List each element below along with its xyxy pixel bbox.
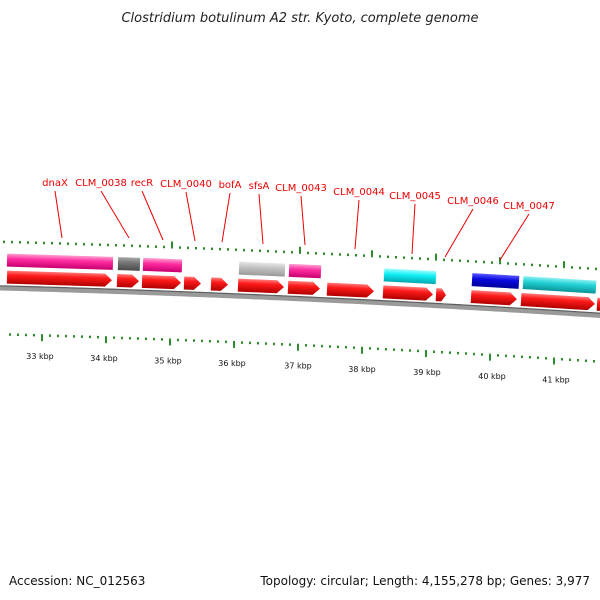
feature-track [6,253,597,294]
gene-label-recr: recR [131,178,154,189]
scale-label: 35 kbp [154,356,182,365]
gene-label-dnax: dnaX [42,178,68,189]
cds-arrow [116,274,139,288]
backbone-edge [0,285,600,314]
cds-arrow [237,278,284,294]
leader-line [54,190,63,239]
magenta-feature [6,253,114,270]
cds-arrow [435,288,446,302]
scale-label: 39 kbp [413,368,441,377]
genome-backbone [0,285,600,318]
scale-label: 40 kbp [478,372,506,381]
leader-line [354,199,360,250]
magenta-feature [142,257,183,273]
scale-label: 34 kbp [90,354,118,363]
cds-arrow [470,290,517,306]
gray-feature [238,261,286,277]
gene-label-leaders [54,190,530,261]
cds-arrow [287,280,320,295]
topology-summary: Topology: circular; Length: 4,155,278 bp… [260,574,590,588]
gene-label-clm_0038: CLM_0038 [75,178,127,189]
leader-line [258,193,264,245]
gene-label-clm_0047: CLM_0047 [503,201,555,212]
scale-label: 36 kbp [218,359,246,368]
cds-arrow [141,274,181,290]
gene-label-clm_0040: CLM_0040 [160,179,212,190]
accession-label: Accession: NC_012563 [9,574,146,588]
gray-feature [117,257,141,271]
gene-label-clm_0045: CLM_0045 [389,191,441,202]
leader-line [100,190,130,239]
gene-label-clm_0046: CLM_0046 [447,196,499,207]
map-title: Clostridium botulinum A2 str. Kyoto, com… [121,11,478,26]
leader-line [444,208,474,258]
cds-arrow [6,270,112,287]
outer-tick-ring [3,240,597,271]
gene-label-sfsa: sfsA [249,181,270,192]
cyan-feature [383,268,437,285]
leader-line [300,195,306,246]
leader-line [411,203,416,255]
cds-arrow [210,277,228,291]
cds-arrow [183,276,201,290]
scale-labels: 33 kbp 34 kbp 35 kbp 36 kbp 37 kbp 38 kbp 39 k… [26,352,570,385]
scale-tick-ring [9,333,595,365]
gene-label-clm_0044: CLM_0044 [333,187,385,198]
backbone-ring [0,285,600,318]
blue-feature [471,273,520,289]
leader-line [221,192,231,243]
scale-label: 33 kbp [26,352,54,361]
scale-label: 38 kbp [348,365,376,374]
cds-arrow [326,282,374,298]
magenta-feature [288,263,322,279]
leader-line [185,191,196,242]
leader-line [499,213,530,261]
teal-feature [522,276,597,294]
scale-label: 37 kbp [284,362,312,371]
cds-track [6,270,600,312]
cds-arrow [596,297,600,312]
scale-label: 41 kbp [542,376,570,385]
gene-labels: dnaX CLM_0038 recR CLM_0040 bofA sfsA CLM_0043… [42,178,555,212]
gene-label-clm_0043: CLM_0043 [275,183,327,194]
cds-arrow [382,285,433,301]
gene-label-bofa: bofA [219,180,242,191]
leader-line [141,190,164,241]
cds-arrow [520,292,595,311]
